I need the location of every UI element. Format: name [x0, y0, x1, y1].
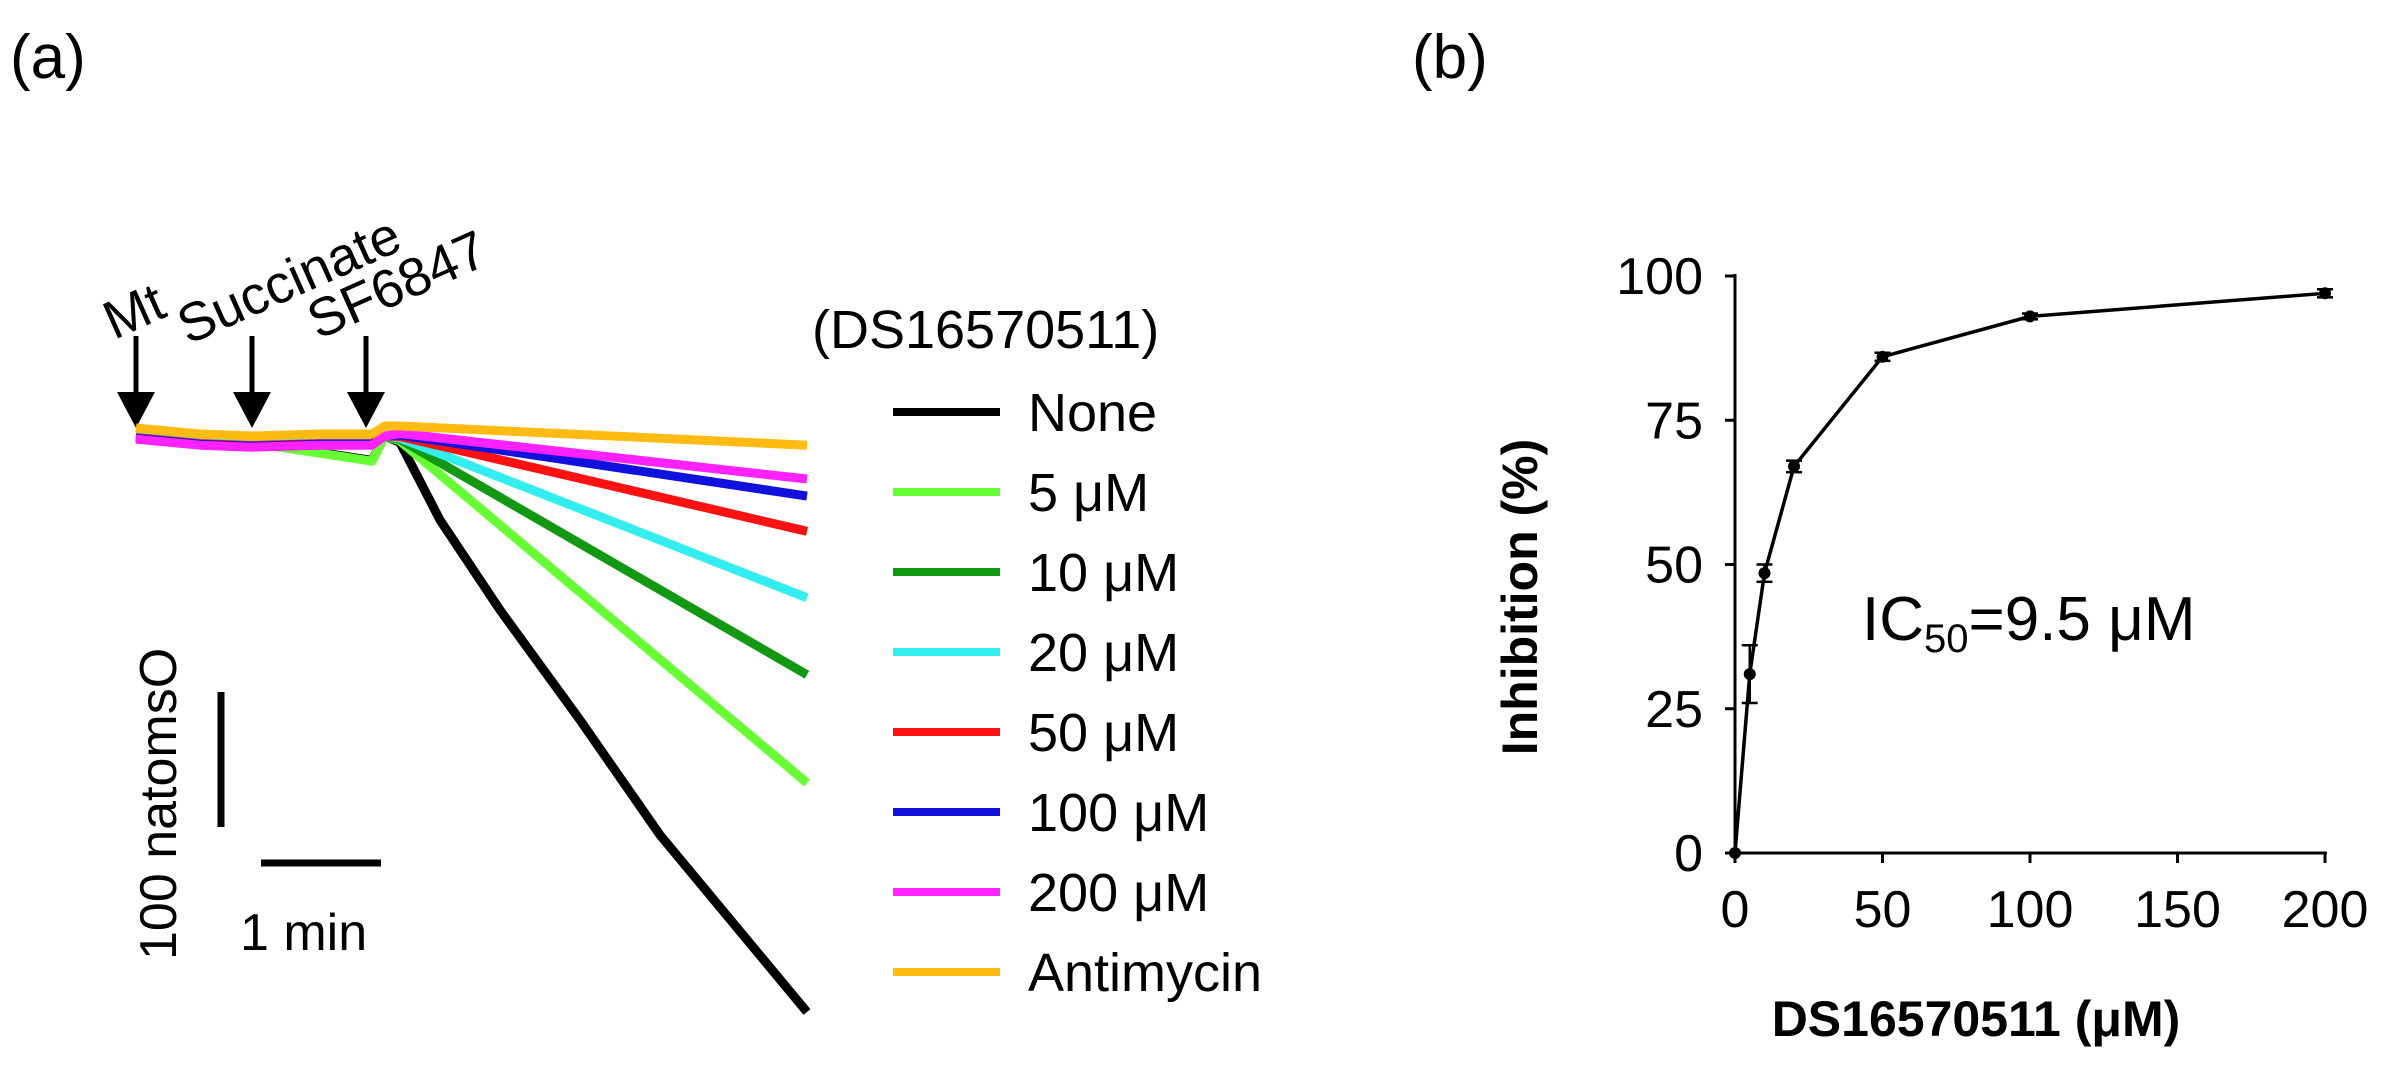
- plot-axes: [1733, 274, 2327, 855]
- data-point: [1729, 847, 1741, 859]
- arrow-mt-icon: [117, 336, 155, 428]
- trace-line: [135, 421, 808, 450]
- axis-ticks: 0 25 50 75 100 0 50 100 150 200: [1616, 248, 2368, 939]
- x-tick-label: 100: [1987, 881, 2074, 939]
- legend-title: (DS16570511): [812, 300, 1159, 360]
- y-tick-label: 50: [1645, 537, 1703, 595]
- x-tick-label: 50: [1854, 881, 1912, 939]
- y-axis-label: Inhibition (%): [1492, 439, 1548, 756]
- legend-entry-label: 10 μM: [1028, 543, 1179, 603]
- event-arrows: [117, 336, 385, 428]
- y-tick-label: 75: [1645, 392, 1703, 450]
- y-tick-label: 100: [1616, 248, 1703, 306]
- data-point: [2319, 287, 2331, 300]
- data-point: [1876, 350, 1889, 363]
- legend-entry-label: 50 μM: [1028, 703, 1179, 763]
- panel-a: (a) Mt Succinate SF6847 100 natomsO: [10, 23, 1262, 1015]
- ic50-prefix: IC: [1862, 585, 1924, 654]
- oxygen-traces: [135, 421, 811, 1015]
- ic50-subscript: 50: [1924, 617, 1969, 661]
- arrow-succinate-icon: [233, 336, 271, 428]
- legend-entry-label: 100 μM: [1028, 783, 1209, 843]
- data-point: [1788, 460, 1800, 473]
- legend-entry-label: None: [1028, 383, 1157, 443]
- x-tick-label: 0: [1721, 881, 1750, 939]
- panel-b-label: (b): [1412, 23, 1488, 92]
- vertical-scale-label: 100 natomsO: [130, 648, 188, 960]
- ic50-suffix: =9.5 μM: [1969, 585, 2196, 654]
- panel-a-label: (a): [10, 23, 86, 92]
- inhibition-series: [1729, 287, 2333, 859]
- trace-line: [135, 429, 811, 1015]
- x-tick-label: 200: [2282, 881, 2369, 939]
- trace-line: [135, 430, 810, 787]
- data-point: [2024, 310, 2036, 323]
- data-point: [1743, 668, 1756, 681]
- legend-entry-label: 20 μM: [1028, 623, 1179, 683]
- x-axis-label: DS16570511 (μM): [1772, 991, 2181, 1047]
- x-tick-label: 150: [2134, 881, 2221, 939]
- horizontal-scale-label: 1 min: [240, 904, 367, 962]
- arrow-sf6847-icon: [347, 336, 385, 428]
- data-point: [1758, 567, 1771, 580]
- panel-b: (b) 0 25 50 75 100 0 50 100 150 200 Inhibition (%…: [1412, 23, 2368, 1047]
- inhibition-line: [1733, 291, 2326, 854]
- ic50-annotation: IC50=9.5 μM: [1862, 585, 2196, 661]
- y-tick-label: 25: [1645, 681, 1703, 739]
- y-tick-label: 0: [1674, 825, 1703, 883]
- legend-entry-label: 5 μM: [1028, 463, 1149, 523]
- trace-line: [135, 429, 808, 484]
- legend-entry-label: Antimycin: [1028, 943, 1262, 1003]
- legend: None 5 μM 10 μM 20 μM 50 μM 100 μM 200 μM Antim…: [893, 383, 1262, 1003]
- legend-entry-label: 200 μM: [1028, 863, 1209, 923]
